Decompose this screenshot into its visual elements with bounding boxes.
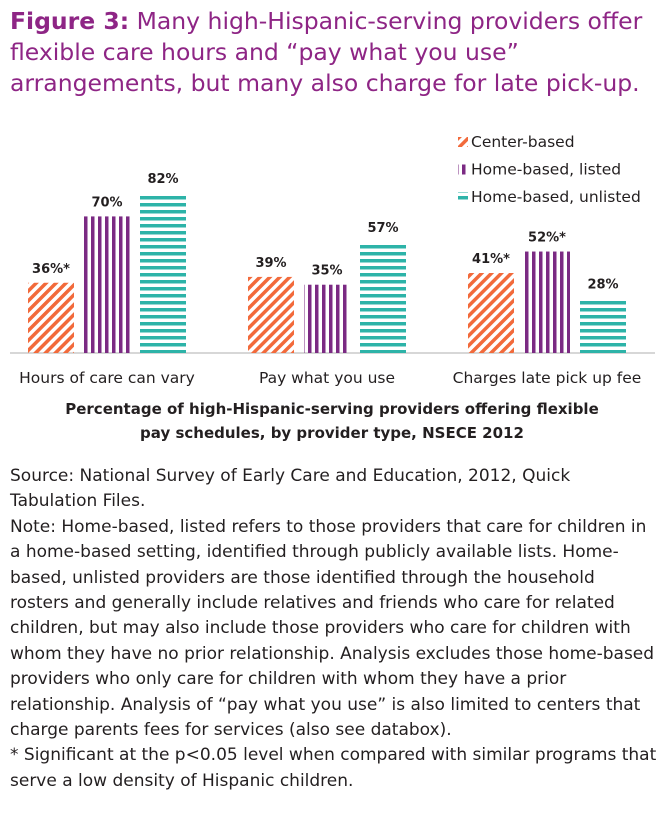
x-tick-label: Pay what you use (259, 369, 395, 387)
value-label: 36%* (32, 262, 70, 277)
footnote: * Significant at the p<0.05 level when c… (10, 745, 657, 791)
bar (140, 193, 186, 353)
value-label: 70% (91, 195, 122, 210)
legend-marker (458, 192, 468, 202)
bar (468, 273, 514, 353)
bar (304, 284, 350, 353)
x-tick-label: Hours of care can vary (19, 369, 195, 387)
chart-caption: Percentage of high-Hispanic-serving prov… (65, 400, 599, 442)
legend-label: Center-based (471, 133, 575, 151)
value-label: 28% (587, 277, 618, 292)
legend-marker (458, 137, 468, 147)
legend-label: Home-based, unlisted (471, 188, 641, 206)
source: Source: National Survey of Early Care an… (10, 466, 571, 512)
value-label: 52%* (528, 231, 566, 246)
bar (248, 276, 294, 353)
title-text: Many high-Hispanic-serving providers off… (10, 7, 643, 97)
value-label: 35% (311, 264, 342, 279)
bar (28, 282, 74, 353)
note: Note: Home-based, listed refers to those… (10, 516, 655, 741)
legend-label: Home-based, listed (471, 161, 621, 179)
value-label: 57% (367, 221, 398, 236)
value-label: 82% (147, 172, 178, 187)
bar (524, 251, 570, 353)
value-label: 41%* (472, 252, 510, 267)
chart: Hours of care can vary 36%* 70% 82% Pay what… (10, 133, 655, 442)
figure-title: Figure 3: Many high-Hispanic-serving pro… (10, 6, 650, 99)
notes: Source: National Survey of Early Care an… (10, 464, 658, 794)
bar (360, 241, 406, 353)
bar (84, 216, 130, 353)
figure-label: Figure 3: (10, 7, 130, 35)
bar (580, 298, 626, 353)
legend-marker (458, 164, 468, 175)
x-tick-label: Charges late pick up fee (453, 369, 642, 387)
value-label: 39% (255, 256, 286, 271)
